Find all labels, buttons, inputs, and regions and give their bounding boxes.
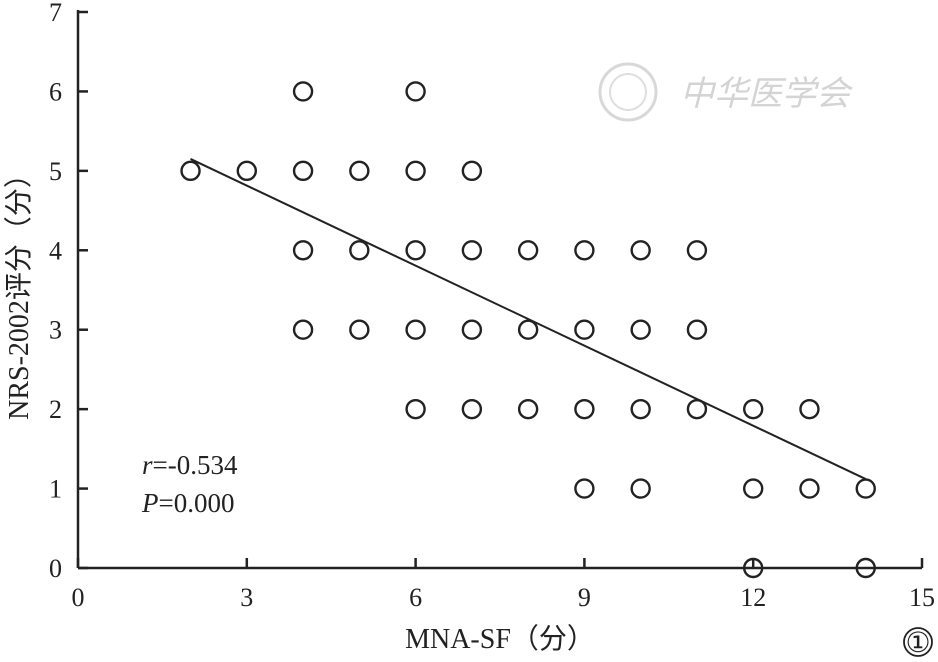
data-point — [743, 398, 764, 420]
trendline-group — [190, 158, 867, 480]
data-point — [574, 319, 595, 340]
data-point — [855, 478, 876, 499]
data-point — [630, 240, 651, 261]
x-axis-title: MNA-SF（分） — [405, 623, 595, 655]
y-tick-label: 7 — [49, 0, 62, 27]
y-tick-label: 0 — [49, 554, 62, 583]
data-point — [405, 160, 426, 182]
x-tick-label: 9 — [578, 583, 591, 612]
data-point — [574, 398, 595, 420]
data-point — [461, 398, 483, 420]
x-tick-label: 15 — [909, 583, 935, 612]
y-tick-label: 1 — [49, 475, 62, 504]
watermark-seal-icon — [598, 62, 658, 122]
r-annotation: r=-0.534 — [142, 450, 238, 480]
figure-number: ① — [905, 628, 930, 659]
data-point — [686, 398, 708, 420]
data-point — [630, 478, 651, 499]
y-axis-ticks: 0 1 2 3 4 5 6 7 — [49, 0, 88, 583]
data-point — [349, 160, 370, 182]
r-label: r — [142, 450, 153, 480]
data-point — [405, 398, 426, 420]
y-tick-label: 6 — [49, 77, 62, 106]
data-point — [855, 557, 876, 579]
r-value: =-0.534 — [153, 450, 238, 480]
data-point — [517, 398, 539, 420]
data-point — [686, 240, 708, 261]
y-tick-label: 2 — [49, 395, 62, 424]
data-point — [349, 240, 370, 261]
watermark: 中华医学会 — [598, 62, 854, 122]
data-point — [349, 319, 370, 340]
data-point — [292, 160, 314, 182]
x-axis-ticks: 0 3 6 9 12 15 — [72, 558, 935, 612]
p-annotation: P=0.000 — [141, 488, 234, 518]
data-point — [405, 240, 426, 261]
data-point — [517, 240, 539, 261]
data-point — [686, 319, 708, 340]
data-point — [799, 398, 820, 420]
data-point — [292, 240, 314, 261]
y-tick-label: 3 — [49, 316, 62, 345]
y-tick-label: 5 — [49, 157, 62, 186]
data-point — [743, 557, 764, 579]
y-axis-title: NRS-2002评分（分） — [3, 160, 35, 420]
data-point — [405, 319, 426, 340]
data-point — [743, 478, 764, 499]
y-tick-label: 4 — [49, 236, 62, 265]
figure-number-circle-icon — [903, 627, 933, 657]
data-point — [180, 160, 201, 182]
x-tick-label: 0 — [72, 583, 85, 612]
x-tick-label: 3 — [240, 583, 253, 612]
data-point — [630, 398, 651, 420]
x-tick-label: 12 — [740, 583, 766, 612]
data-points — [180, 81, 876, 579]
axes — [76, 10, 922, 570]
data-point — [292, 81, 314, 102]
data-point — [461, 160, 483, 182]
data-point — [517, 319, 539, 340]
watermark-seal-inner-icon — [609, 73, 647, 111]
p-label: P — [141, 488, 159, 518]
data-point — [574, 240, 595, 261]
data-point — [574, 478, 595, 499]
watermark-text: 中华医学会 — [680, 74, 854, 114]
trendline — [190, 158, 867, 480]
data-point — [799, 478, 820, 499]
data-point — [236, 160, 258, 182]
data-point — [630, 319, 651, 340]
data-point — [461, 240, 483, 261]
x-tick-label: 6 — [409, 583, 422, 612]
data-point — [292, 319, 314, 340]
data-point — [405, 81, 426, 102]
data-point — [461, 319, 483, 340]
p-value: =0.000 — [159, 488, 235, 518]
